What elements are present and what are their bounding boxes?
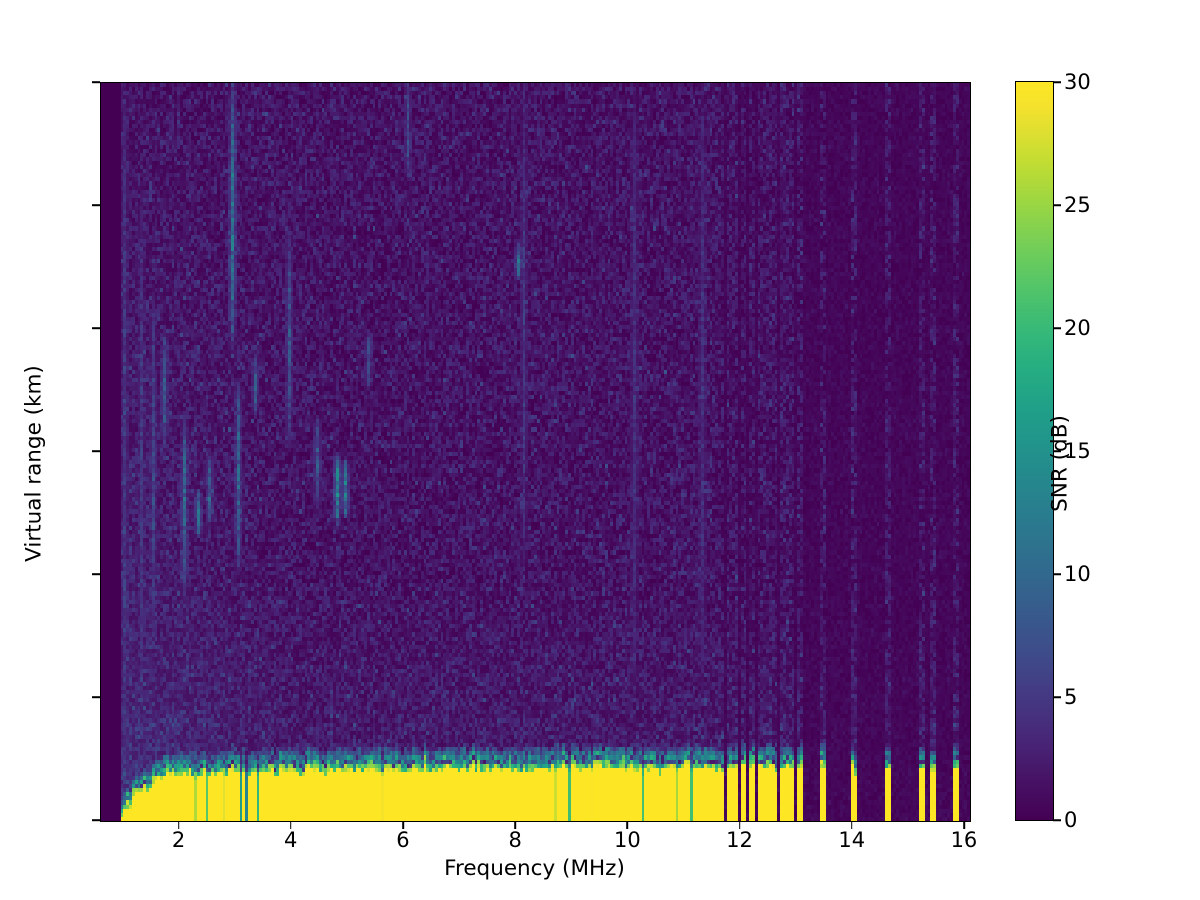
colorbar-tick-label: 15 — [1064, 439, 1091, 463]
x-tick-mark — [963, 821, 965, 829]
colorbar-tick-label: 20 — [1064, 316, 1091, 340]
colorbar-tick-label: 0 — [1064, 808, 1078, 832]
ionogram-axes[interactable] — [100, 82, 971, 822]
colorbar-tick-label: 25 — [1064, 193, 1091, 217]
x-tick-mark — [626, 821, 629, 829]
colorbar[interactable]: 0 5 10 15 20 25 30 — [1014, 70, 1091, 832]
x-tick-mark — [289, 821, 292, 829]
colorbar-label: SNR (dB) — [1047, 415, 1073, 512]
colorbar-tick-mark — [1053, 696, 1061, 698]
colorbar-tick-mark — [1053, 450, 1061, 452]
y-tick-mark — [92, 327, 100, 329]
x-tick-label: 10 — [613, 828, 641, 852]
y-tick-mark — [92, 204, 100, 206]
y-tick-mark — [92, 81, 100, 83]
x-axis-label: Frequency (MHz) — [444, 856, 625, 881]
colorbar-tick-mark — [1053, 819, 1061, 821]
x-tick-label: 14 — [838, 828, 866, 852]
x-tick-mark — [850, 821, 853, 829]
x-tick-mark — [514, 821, 516, 829]
x-tick-label: 8 — [508, 828, 522, 852]
x-tick-label: 2 — [171, 828, 186, 852]
x-tick-label: 12 — [726, 828, 753, 852]
ionogram-heatmap[interactable] — [101, 83, 970, 821]
y-tick-mark — [92, 573, 100, 575]
y-tick-mark — [92, 819, 100, 821]
x-tick-mark — [402, 821, 404, 829]
colorbar-tick-label: 10 — [1064, 562, 1091, 586]
y-axis: 0100200300400500600 — [0, 0, 100, 900]
colorbar-tick-mark — [1053, 204, 1061, 206]
x-tick-label: 6 — [396, 828, 410, 852]
colorbar-tick-label: 30 — [1064, 70, 1091, 94]
x-tick-mark — [177, 821, 180, 829]
colorbar-tick-label: 5 — [1064, 685, 1078, 709]
x-tick-label: 4 — [284, 828, 298, 852]
colorbar-tick-mark — [1053, 81, 1061, 83]
colorbar-tick-mark — [1053, 573, 1061, 575]
x-tick-label: 16 — [950, 828, 978, 852]
y-tick-mark — [92, 696, 100, 698]
colorbar-tick-mark — [1053, 327, 1061, 329]
x-tick-mark — [738, 821, 741, 829]
y-tick-mark — [92, 450, 100, 452]
colorbar-gradient — [1014, 80, 1054, 821]
